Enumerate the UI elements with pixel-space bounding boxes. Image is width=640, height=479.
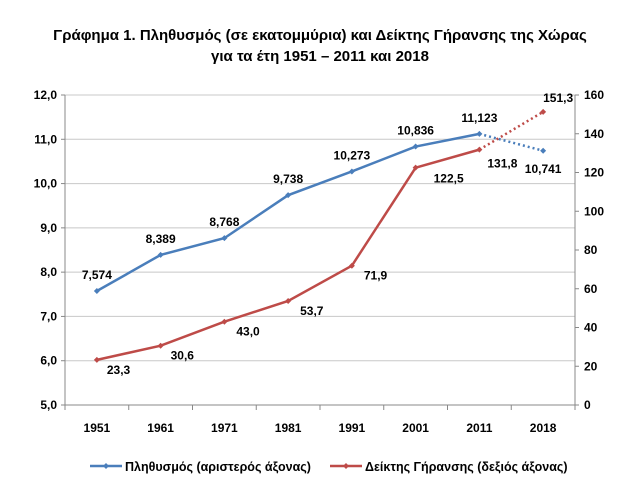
series-line-0 [96,132,480,293]
data-label: 10,741 [525,162,562,176]
x-tick-label: 1961 [147,421,174,435]
data-label: 11,123 [461,111,497,125]
x-tick-label: 1971 [211,421,238,435]
data-point-marker [221,235,228,242]
y-left-tick-label: 6,0 [40,354,57,368]
x-tick-label: 2011 [466,421,492,435]
data-label: 7,574 [82,268,112,282]
y-right-tick-label: 0 [584,398,591,412]
legend-label-0: Πληθυσμός (αριστερός άξονας) [125,460,311,474]
data-label: 9,738 [273,172,303,186]
y-left-tick-label: 12,0 [34,88,58,102]
y-left-tick-label: 5,0 [40,398,57,412]
data-point-marker [285,192,292,199]
data-label: 10,273 [334,148,371,162]
legend-label-1: Δείκτης Γήρανσης (δεξιός άξονας) [365,460,568,474]
data-label: 43,0 [236,325,260,339]
series-dotted-segment-0 [479,132,544,152]
y-right-tick-label: 100 [584,204,604,218]
chart-title: Γράφημα 1. Πληθυσμός (σε εκατομμύρια) κα… [53,27,587,44]
data-point-marker [157,251,164,258]
y-left-tick-label: 10,0 [34,177,58,191]
data-point-marker [412,164,419,171]
y-left-tick-label: 11,0 [34,132,57,146]
legend-marker-icon [343,463,349,469]
data-point-marker [348,168,355,175]
y-right-tick-label: 60 [584,282,598,296]
data-label: 30,6 [171,349,195,363]
x-tick-label: 2001 [402,421,429,435]
legend-marker-icon [103,463,109,469]
y-left-tick-label: 8,0 [40,265,57,279]
data-label: 8,768 [209,215,239,229]
data-point-marker [476,130,483,137]
data-point-marker [540,147,547,154]
x-tick-label: 1981 [275,421,302,435]
data-label: 23,3 [107,363,131,377]
data-point-marker [348,262,355,269]
data-point-marker [412,143,419,150]
data-point-marker [93,288,100,295]
y-right-tick-label: 140 [584,127,604,141]
x-tick-label: 1951 [84,421,111,435]
data-label: 53,7 [300,304,324,318]
y-right-tick-label: 20 [584,359,598,373]
data-label: 8,389 [146,232,176,246]
x-tick-label: 2018 [530,421,557,435]
series-dotted-segment-1 [478,110,544,151]
x-tick-label: 1991 [339,421,366,435]
y-left-tick-label: 7,0 [40,309,57,323]
data-point-marker [157,342,164,349]
y-right-tick-label: 120 [584,166,604,180]
data-point-marker [221,318,228,325]
y-right-tick-label: 160 [584,88,604,102]
y-right-tick-label: 80 [584,243,598,257]
data-point-marker [476,146,483,153]
data-label: 122,5 [434,172,464,186]
y-left-tick-label: 9,0 [40,221,57,235]
chart-subtitle: για τα έτη 1951 – 2011 και 2018 [211,48,429,65]
data-label: 71,9 [364,269,388,283]
data-point-marker [540,108,547,115]
data-label: 151,3 [543,91,573,105]
data-label: 131,8 [487,157,517,171]
data-label: 10,836 [397,124,434,138]
y-right-tick-label: 40 [584,321,598,335]
data-point-marker [93,356,100,363]
data-point-marker [285,297,292,304]
